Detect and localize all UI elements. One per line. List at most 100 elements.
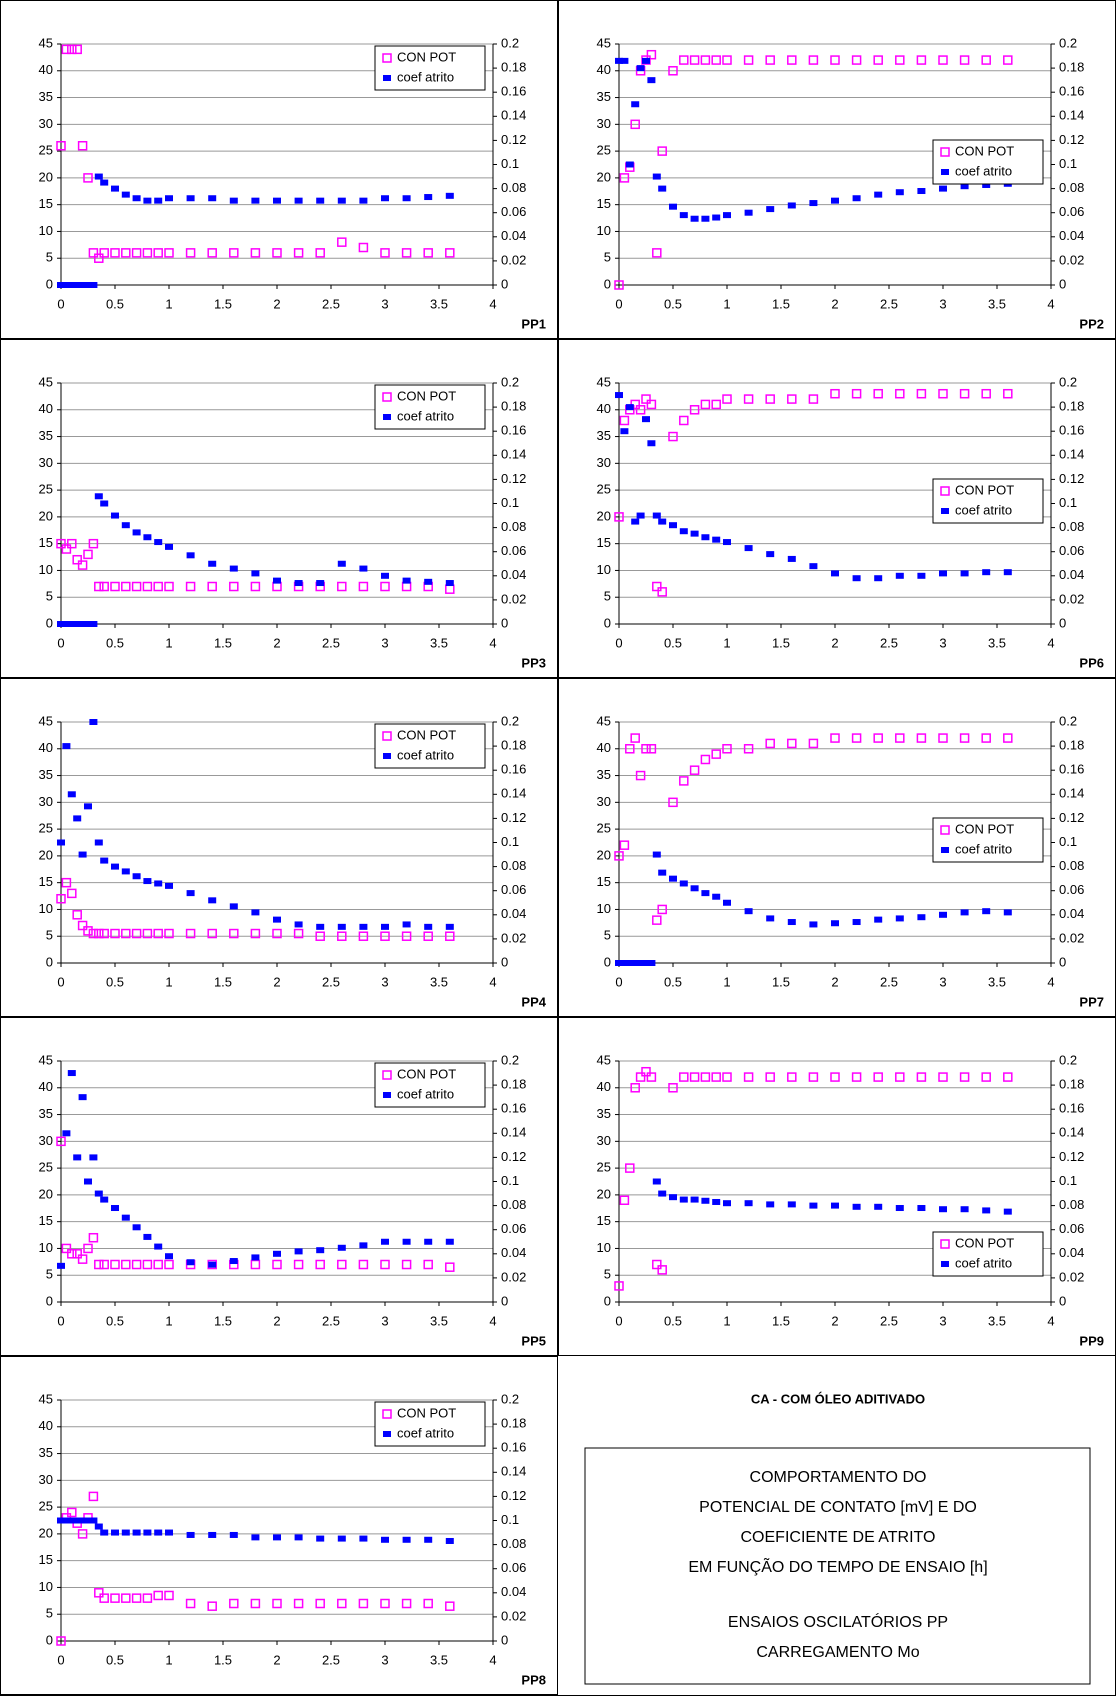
panel-label: PP8 (521, 1672, 546, 1687)
panel-label: PP5 (521, 1333, 546, 1348)
x-tick-label: 4 (1047, 974, 1054, 989)
con-pot-point (938, 733, 948, 743)
coef-point (615, 960, 623, 966)
y2-tick-label: 0.1 (501, 495, 519, 510)
legend-box (374, 384, 486, 430)
y2-tick-label: 0 (1059, 954, 1066, 969)
coef-point (67, 791, 76, 798)
y-tick-label: 25 (597, 482, 611, 497)
y-tick-label: 20 (597, 508, 611, 523)
x-tick-label: 3.5 (988, 1313, 1006, 1328)
caption-line: EM FUNÇÃO DO TEMPO DE ENSAIO [h] (688, 1556, 987, 1576)
coef-point (647, 440, 656, 447)
con-pot-point (619, 840, 630, 850)
con-pot-point (56, 893, 66, 904)
con-pot-point (614, 851, 624, 861)
con-pot-point (445, 1601, 455, 1611)
y-tick-label: 45 (39, 713, 53, 728)
y2-tick-label: 0.12 (1059, 810, 1084, 825)
con-pot-point (625, 1163, 635, 1173)
con-pot-point (358, 581, 369, 592)
coef-point (787, 202, 796, 209)
con-pot-point (153, 1259, 163, 1270)
con-pot-point (94, 928, 104, 939)
con-pot-point (229, 248, 239, 258)
con-pot-point (401, 581, 412, 592)
x-tick-label: 3 (381, 635, 388, 650)
y2-tick-label: 0.1 (501, 156, 519, 171)
con-pot-point (765, 1072, 775, 1082)
con-pot-point (293, 1598, 304, 1609)
y2-tick-label: 0.04 (1059, 906, 1084, 921)
con-pot-point (142, 928, 153, 939)
coef-point (636, 512, 645, 519)
coef-point (316, 923, 325, 930)
coef-point (960, 909, 969, 916)
coef-point (186, 1259, 195, 1266)
coef-point (631, 960, 640, 966)
y-tick-label: 35 (39, 767, 53, 782)
con-pot-point (110, 928, 120, 939)
con-pot-point (164, 248, 174, 258)
y2-tick-label: 0.1 (1059, 156, 1077, 171)
con-pot-point (830, 1072, 840, 1082)
con-pot-point (61, 877, 72, 888)
coef-point (208, 1261, 217, 1268)
con-pot-point (315, 1259, 325, 1270)
panel-label: PP4 (521, 994, 546, 1009)
coef-point (62, 282, 71, 288)
legend-marker (382, 1070, 392, 1080)
y2-tick-label: 0.14 (1059, 447, 1084, 462)
con-pot-point (959, 1072, 970, 1082)
con-pot-point (164, 581, 174, 592)
x-tick-label: 2 (273, 296, 280, 311)
con-pot-point (164, 928, 174, 939)
y2-tick-label: 0.1 (1059, 834, 1077, 849)
y2-tick-label: 0.06 (501, 543, 526, 558)
y2-tick-label: 0 (1059, 276, 1066, 291)
coef-point (625, 404, 634, 411)
coef-point (874, 916, 883, 923)
coef-point (337, 1244, 346, 1251)
coef-point (73, 1154, 82, 1161)
con-pot-point (185, 928, 196, 939)
coef-point (766, 915, 775, 922)
y-tick-label: 35 (597, 428, 611, 443)
coef-point (154, 880, 163, 887)
con-pot-point (619, 173, 630, 183)
con-pot-point (131, 248, 142, 258)
con-pot-point (743, 744, 754, 754)
coef-point (381, 1238, 389, 1245)
con-pot-point (94, 581, 104, 592)
coef-point (111, 863, 119, 870)
coef-point (712, 214, 721, 221)
coef-point (445, 1238, 454, 1245)
x-tick-label: 0 (57, 296, 64, 311)
con-pot-point (808, 738, 819, 749)
y-tick-label: 10 (597, 562, 611, 577)
x-tick-label: 0.5 (664, 635, 682, 650)
con-pot-point (110, 248, 120, 258)
coef-point (132, 529, 141, 536)
coef-point (359, 197, 368, 204)
y2-tick-label: 0.02 (1059, 591, 1084, 606)
y-tick-label: 10 (39, 223, 53, 238)
legend-marker (940, 486, 950, 496)
x-tick-label: 0.5 (106, 635, 124, 650)
con-pot-point (131, 581, 142, 592)
coef-point (84, 621, 92, 627)
coef-point (831, 1202, 839, 1209)
con-pot-point (83, 549, 93, 560)
y2-tick-label: 0.02 (1059, 930, 1084, 945)
con-pot-point (808, 394, 819, 404)
x-tick-label: 1 (165, 974, 172, 989)
coef-point (62, 1130, 71, 1137)
x-tick-label: 3.5 (430, 974, 448, 989)
coef-point (1003, 569, 1012, 576)
coef-point (701, 534, 710, 541)
con-pot-point (72, 910, 82, 920)
y-tick-label: 5 (46, 1606, 53, 1621)
y2-tick-label: 0.16 (501, 1440, 526, 1455)
con-pot-point (121, 928, 131, 939)
x-tick-label: 0 (57, 635, 64, 650)
